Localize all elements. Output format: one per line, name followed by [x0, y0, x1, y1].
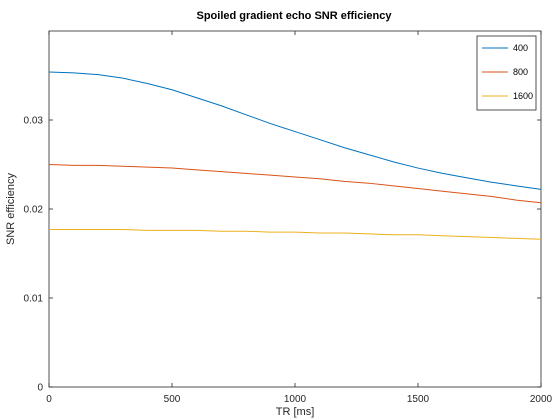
series-line-1600 — [49, 228, 542, 240]
series-line-800 — [48, 164, 542, 204]
x-tick-label: 1000 — [284, 394, 307, 405]
x-tick-label: 0 — [46, 394, 52, 405]
x-tick-label: 1500 — [407, 394, 430, 405]
x-tick-label: 2000 — [530, 394, 553, 405]
x-axis-label: TR [ms] — [276, 406, 315, 418]
y-tick-label: 0 — [37, 383, 43, 394]
series-layer — [48, 71, 542, 240]
series-line-400 — [48, 71, 542, 190]
legend: 400 800 1600 — [476, 35, 537, 111]
y-axis-label: SNR efficiency — [5, 173, 17, 245]
plot-area — [48, 30, 542, 388]
legend-label: 1600 — [513, 91, 533, 101]
ticks-layer: 0 500 1000 1500 2000 0 0.01 0.02 0.03 — [24, 31, 553, 405]
y-tick-label: 0.02 — [24, 205, 44, 216]
chart-title: Spoiled gradient echo SNR efficiency — [197, 10, 393, 22]
legend-label: 800 — [513, 67, 528, 77]
y-tick-label: 0.01 — [24, 294, 44, 305]
legend-label: 400 — [513, 43, 528, 53]
x-tick-label: 500 — [164, 394, 181, 405]
y-tick-label: 0.03 — [24, 116, 44, 127]
